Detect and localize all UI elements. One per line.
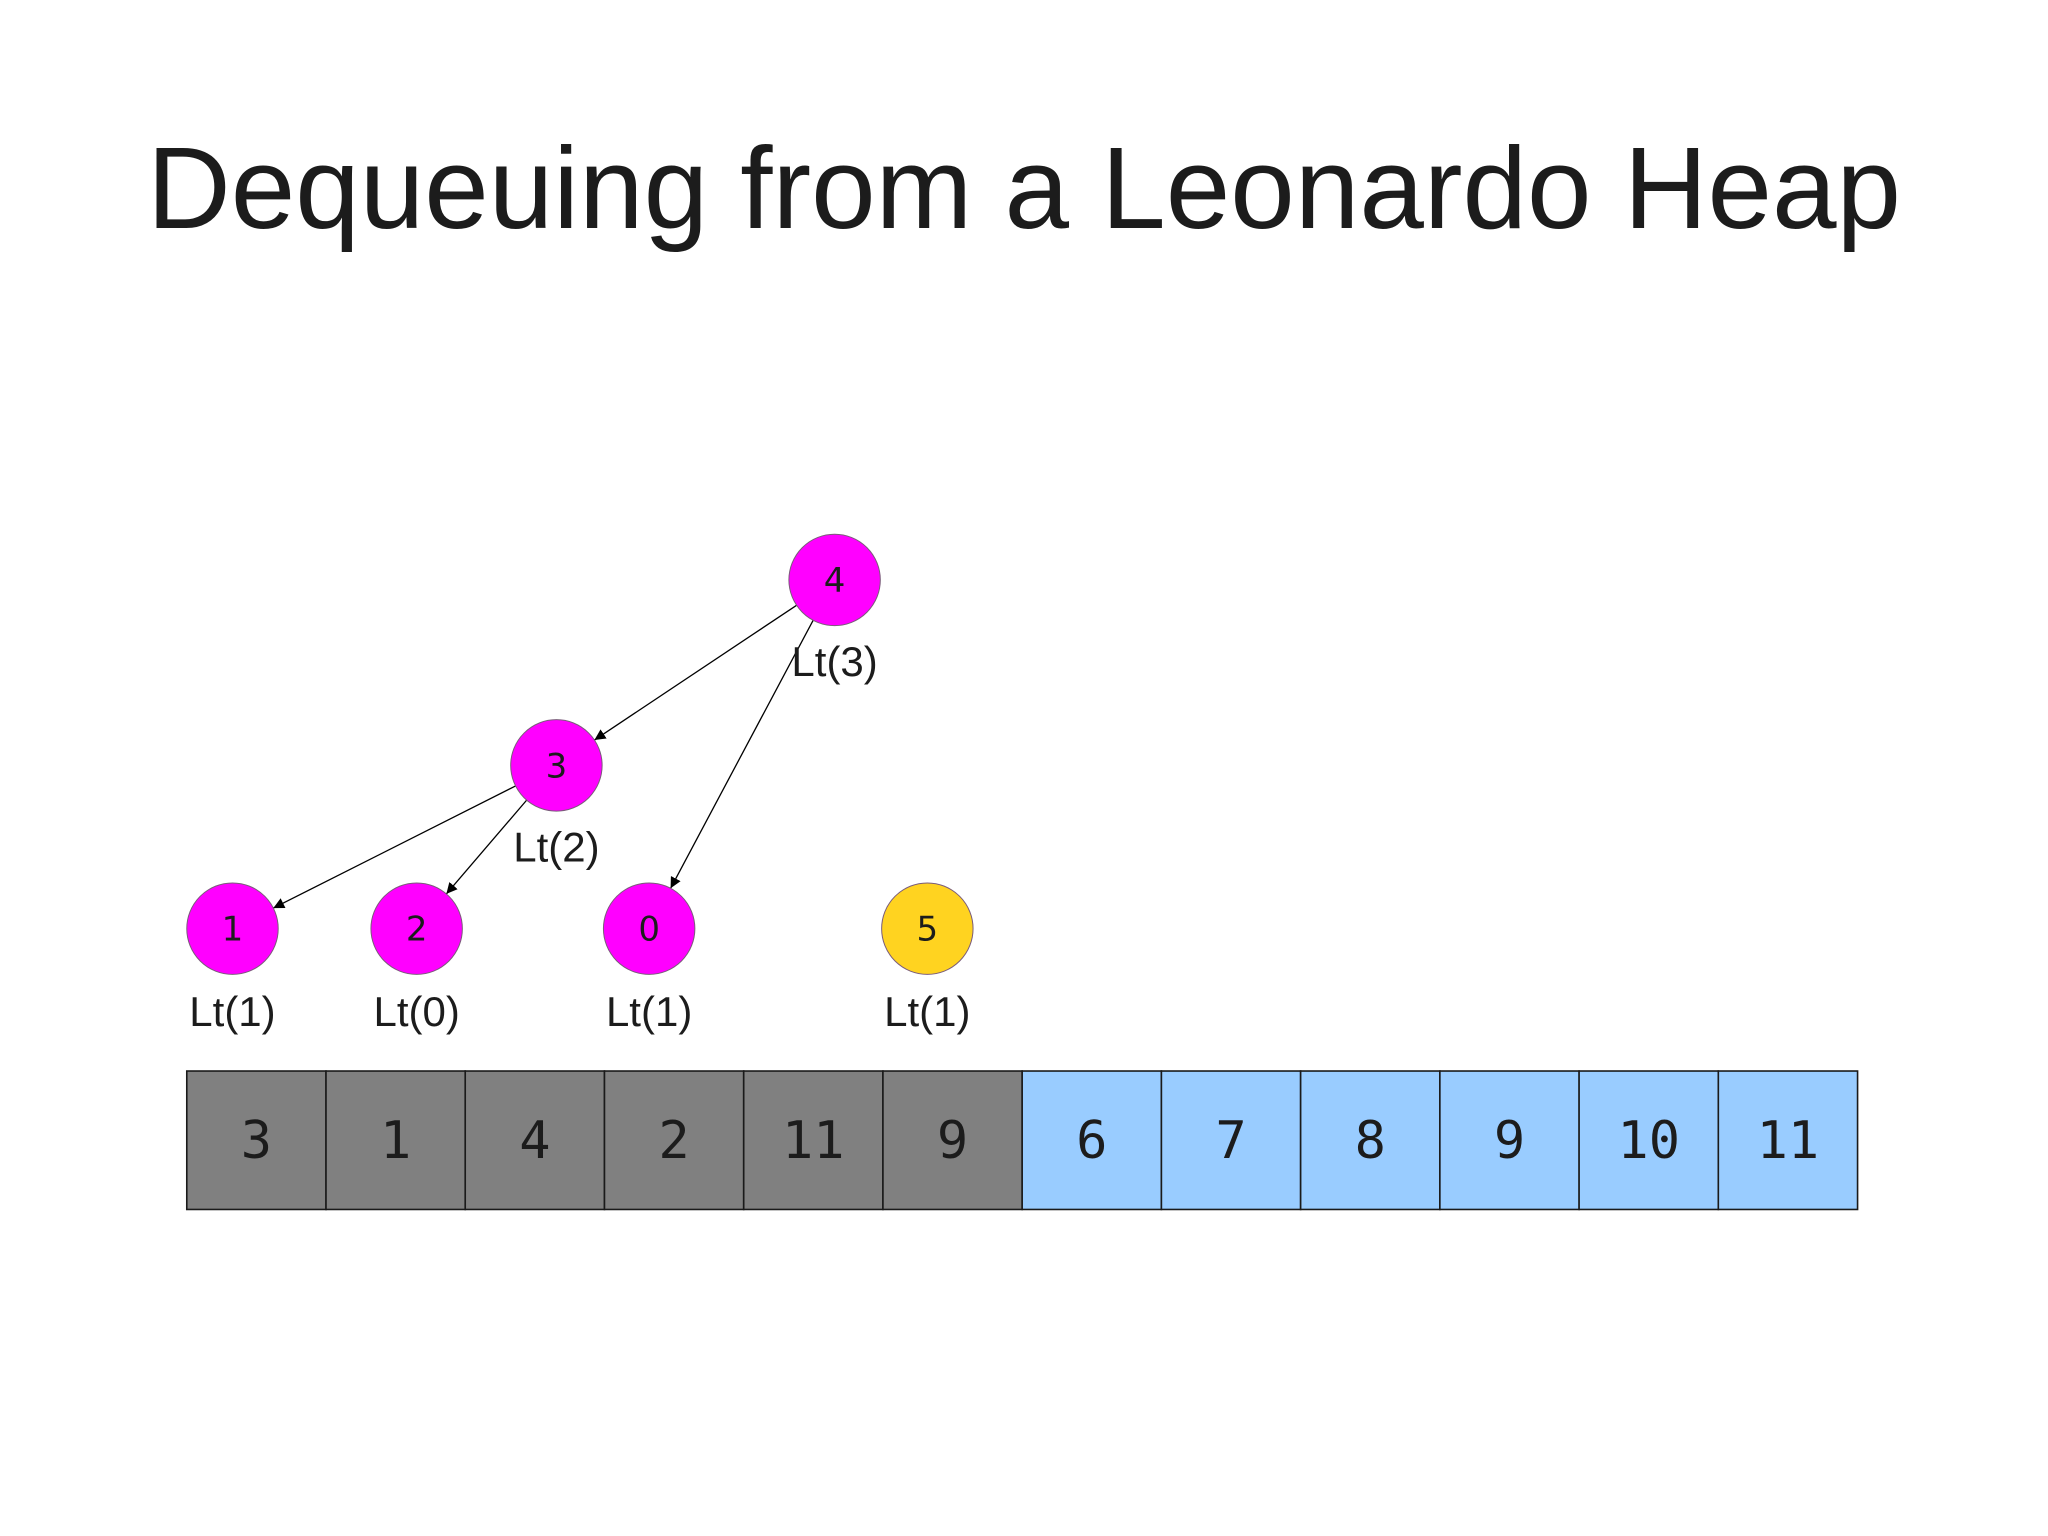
array-cell: 4: [464, 1070, 606, 1211]
array-cell-value: 4: [519, 1111, 550, 1171]
edge-n3-n2: [445, 799, 528, 895]
array-cell: 9: [882, 1070, 1023, 1211]
node-value: 3: [546, 746, 568, 786]
heap-node: 3 Lt(2): [510, 719, 603, 871]
array-cell-value: 3: [241, 1111, 272, 1171]
array-cell-box: [325, 1070, 467, 1211]
array-cell-value: 1: [380, 1111, 411, 1171]
array-cell-value: 6: [1076, 1111, 1107, 1171]
array-cell-value: 11: [1757, 1111, 1820, 1171]
array-cell-box: [185, 1070, 327, 1211]
array-cell-box: [742, 1070, 884, 1211]
node-order-label: Lt(0): [373, 988, 459, 1035]
array-cell-box: [882, 1070, 1023, 1211]
node-value: 0: [638, 910, 660, 950]
array-cell-box: [603, 1070, 745, 1211]
node-order-label: Lt(1): [189, 988, 275, 1035]
node-order-label: Lt(2): [513, 824, 599, 871]
heap-node: 5 Lt(1): [881, 882, 974, 1035]
node-circle: [186, 882, 279, 975]
array-cell-value: 7: [1215, 1111, 1246, 1171]
edge-n4-n3: [594, 604, 797, 741]
array-cell: 11: [1717, 1070, 1859, 1211]
node-circle: [370, 882, 463, 975]
node-circle: [788, 533, 881, 627]
heap-node: 4 Lt(3): [788, 533, 881, 685]
edge-n4-n0: [670, 619, 814, 889]
array-cell-value: 8: [1355, 1111, 1386, 1171]
array-cell-value: 10: [1617, 1111, 1680, 1171]
node-circle: [881, 882, 974, 975]
node-circle: [602, 882, 696, 975]
node-value: 4: [824, 561, 846, 601]
array-cell: 6: [1021, 1070, 1163, 1211]
array-cell-box: [1160, 1070, 1302, 1211]
node-order-label: Lt(3): [791, 638, 877, 685]
array-cell-value: 9: [1494, 1111, 1525, 1171]
node-circle: [510, 719, 603, 812]
node-value: 5: [917, 910, 939, 950]
array-cell-value: 2: [658, 1111, 689, 1171]
array-cell: 7: [1160, 1070, 1302, 1211]
array-cell: 8: [1299, 1070, 1441, 1211]
array-cell: 9: [1439, 1070, 1580, 1211]
array-cell: 1: [325, 1070, 467, 1211]
array-cell-value: 9: [937, 1111, 968, 1171]
node-value: 1: [222, 910, 244, 950]
array-cell: 2: [603, 1070, 745, 1211]
array-cell-box: [464, 1070, 606, 1211]
array-cell-box: [1578, 1070, 1720, 1211]
edges-layer: [273, 604, 814, 909]
edge-n3-n1: [273, 785, 516, 909]
node-order-label: Lt(1): [884, 988, 970, 1035]
array-cell-value: 11: [782, 1111, 845, 1171]
array-cell-box: [1439, 1070, 1580, 1211]
heap-node: 2 Lt(0): [370, 882, 463, 1035]
heap-node: 0 Lt(1): [602, 882, 696, 1035]
slide-title: Dequeuing from a Leonardo Heap: [146, 123, 1902, 253]
array-layer: 3 1 4 2 11 9 6 7 8 9 10 11: [185, 1070, 1859, 1211]
array-cell-box: [1021, 1070, 1163, 1211]
array-cell-box: [1717, 1070, 1859, 1211]
node-value: 2: [406, 910, 428, 950]
node-order-label: Lt(1): [606, 988, 692, 1035]
heap-node: 1 Lt(1): [186, 882, 279, 1035]
array-cell-box: [1299, 1070, 1441, 1211]
nodes-layer: 4 Lt(3) 3 Lt(2) 1 Lt(1) 2 Lt(0) 0 Lt(1) 5 Lt(1): [186, 533, 974, 1035]
array-cell: 3: [185, 1070, 327, 1211]
array-cell: 11: [742, 1070, 884, 1211]
array-cell: 10: [1578, 1070, 1720, 1211]
